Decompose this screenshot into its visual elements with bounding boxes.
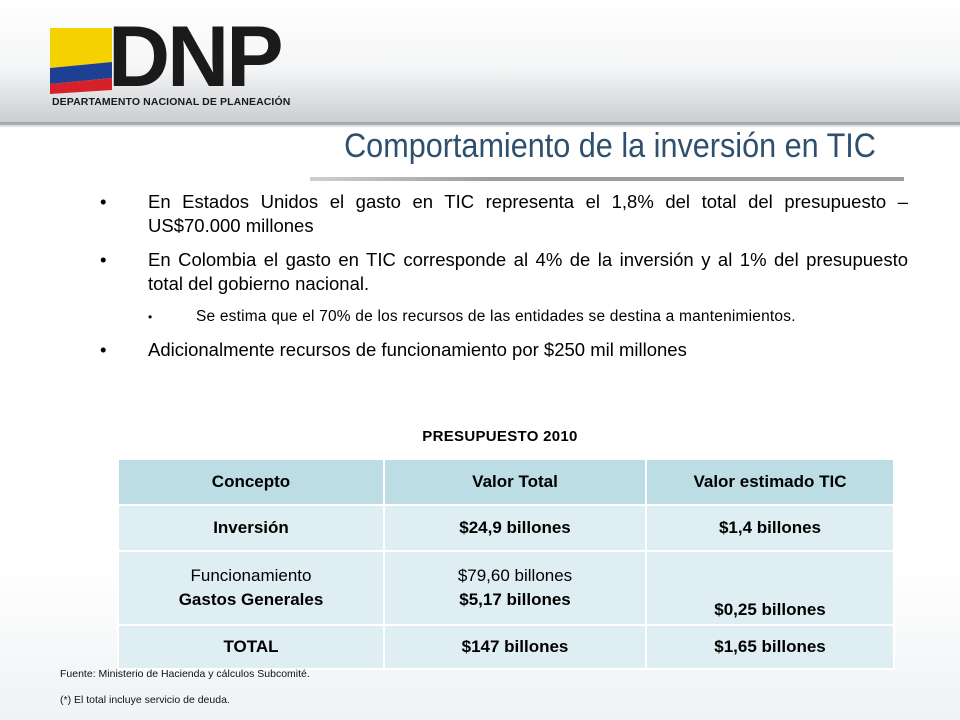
cell-concepto: TOTAL (117, 624, 385, 670)
bullet-text: Adicionalmente recursos de funcionamient… (148, 339, 687, 360)
sub-bullet-item: • Se estima que el 70% de los recursos d… (148, 306, 908, 328)
cell-valor-total: $147 billones (383, 624, 647, 670)
cell-line: Funcionamiento (190, 566, 312, 585)
cell-line: $79,60 billones (457, 566, 573, 585)
table-row: TOTAL $147 billones $1,65 billones (117, 624, 895, 670)
cell-concepto: Funcionamiento Gastos Generales (117, 550, 385, 626)
table-title: PRESUPUESTO 2010 (422, 428, 578, 445)
cell-valor-tic: $1,4 billones (645, 504, 895, 552)
colombia-flag-icon (50, 28, 112, 94)
bullet-text: En Colombia el gasto en TIC corresponde … (148, 249, 908, 294)
table-row: Funcionamiento Gastos Generales $79,60 b… (117, 550, 895, 626)
bullet-item: • Adicionalmente recursos de funcionamie… (100, 338, 908, 362)
cell-valor-tic: $0,25 billones (645, 550, 895, 626)
bullet-dot: • (148, 310, 153, 324)
header-band (0, 0, 960, 125)
footnote-note: (*) El total incluye servicio de deuda. (60, 694, 230, 706)
table-header-row: Concepto Valor Total Valor estimado TIC (117, 458, 895, 506)
bullet-item: • En Estados Unidos el gasto en TIC repr… (100, 190, 908, 238)
cell-valor-total: $24,9 billones (383, 504, 647, 552)
cell-line: $5,17 billones (459, 590, 571, 609)
bullet-text: En Estados Unidos el gasto en TIC repres… (148, 191, 908, 236)
budget-table: Concepto Valor Total Valor estimado TIC … (117, 458, 895, 670)
header-valor-tic: Valor estimado TIC (645, 458, 895, 506)
bullet-item: • En Colombia el gasto en TIC correspond… (100, 248, 908, 296)
bullet-dot: • (100, 339, 107, 360)
bullet-list: • En Estados Unidos el gasto en TIC repr… (100, 190, 908, 372)
header-shadow (0, 122, 960, 128)
table-row: Inversión $24,9 billones $1,4 billones (117, 504, 895, 552)
slide-title: Comportamiento de la inversión en TIC (344, 127, 876, 165)
sub-bullet-text: Se estima que el 70% de los recursos de … (196, 308, 796, 325)
dnp-logo-subtitle: DEPARTAMENTO NACIONAL DE PLANEACIÓN (52, 96, 291, 108)
title-underline (310, 177, 904, 181)
cell-concepto: Inversión (117, 504, 385, 552)
dnp-logo-word: DNP (108, 9, 284, 105)
cell-valor-tic: $1,65 billones (645, 624, 895, 670)
header-concepto: Concepto (117, 458, 385, 506)
bullet-dot: • (100, 191, 107, 212)
cell-line: Gastos Generales (178, 590, 324, 609)
cell-valor-total: $79,60 billones $5,17 billones (383, 550, 647, 626)
footnote-source: Fuente: Ministerio de Hacienda y cálculo… (60, 668, 310, 680)
bullet-dot: • (100, 249, 107, 270)
header-valor-total: Valor Total (383, 458, 647, 506)
